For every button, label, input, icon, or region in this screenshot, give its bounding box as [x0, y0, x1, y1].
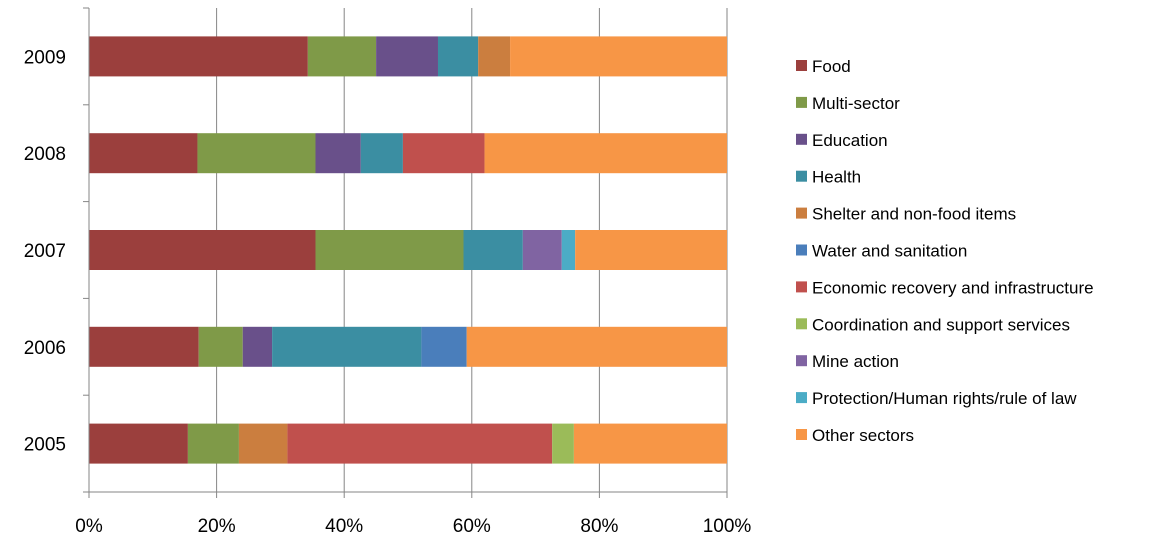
legend: Food Multi-sector Education Health Shelter a… [796, 57, 1094, 445]
bar-segment [198, 326, 243, 367]
bar-segment [89, 230, 316, 270]
legend-label: Education [812, 131, 888, 150]
legend-label: Other sectors [812, 426, 914, 445]
bar-segment [242, 326, 273, 367]
bar-segment [238, 423, 288, 464]
y-axis-ticks: 2009 2008 2007 2006 2005 [24, 7, 89, 493]
bar-segment [522, 230, 562, 270]
y-category-label: 2006 [24, 338, 66, 359]
bar-segment [466, 326, 727, 367]
bar-segment [360, 133, 403, 174]
legend-label: Multi-sector [812, 94, 900, 113]
legend-label: Coordination and support services [812, 315, 1070, 334]
legend-swatch [796, 244, 807, 256]
bar-segment [402, 133, 485, 174]
legend-swatch [796, 355, 807, 367]
legend-label: Water and sanitation [812, 242, 967, 261]
bar-segment [89, 133, 198, 174]
bar-segments [89, 36, 727, 464]
legend-swatch [796, 96, 807, 108]
legend-swatch [796, 429, 807, 440]
bar-segment [89, 326, 199, 367]
y-category-label: 2008 [24, 144, 66, 165]
x-tick-label: 40% [325, 516, 363, 537]
legend-swatch [796, 207, 807, 219]
x-tick-label: 20% [198, 516, 236, 537]
bar-segment [307, 36, 377, 77]
legend-swatch [796, 318, 807, 330]
x-axis-ticks: 0% 20% 40% 60% 80% 100% [75, 492, 751, 537]
bar-segment [89, 36, 308, 77]
legend-swatch [796, 170, 807, 182]
bar-segment [575, 230, 727, 270]
bar-segment [561, 230, 576, 270]
bar-segment [573, 423, 727, 464]
x-tick-label: 0% [75, 516, 103, 537]
legend-label: Protection/Human rights/rule of law [812, 389, 1077, 408]
bar-segment [287, 423, 553, 464]
legend-label: Health [812, 168, 861, 187]
bar-segment [197, 133, 316, 174]
y-category-label: 2007 [24, 241, 66, 262]
y-category-label: 2005 [24, 435, 66, 456]
x-tick-label: 100% [703, 516, 752, 537]
bar-segment [421, 326, 467, 367]
bar-segment [315, 230, 464, 270]
bar-segment [315, 133, 361, 174]
bar-segment [272, 326, 422, 367]
legend-swatch [796, 60, 807, 71]
legend-label: Mine action [812, 352, 899, 371]
bar-segment [478, 36, 511, 77]
bar-segment [484, 133, 727, 174]
x-tick-label: 60% [453, 516, 491, 537]
axes [88, 8, 727, 493]
bar-segment [463, 230, 523, 270]
bar-segment [187, 423, 239, 464]
legend-swatch [796, 133, 807, 145]
bar-segment [552, 423, 574, 464]
y-category-label: 2009 [24, 47, 66, 68]
bar-segment [510, 36, 727, 77]
bar-segment [437, 36, 479, 77]
legend-swatch [796, 392, 807, 404]
x-tick-label: 80% [580, 516, 618, 537]
legend-label: Shelter and non-food items [812, 205, 1016, 224]
legend-label: Economic recovery and infrastructure [812, 278, 1094, 297]
bar-segment [376, 36, 438, 77]
legend-label: Food [812, 57, 851, 76]
legend-swatch [796, 281, 807, 293]
bar-segment [89, 423, 188, 464]
